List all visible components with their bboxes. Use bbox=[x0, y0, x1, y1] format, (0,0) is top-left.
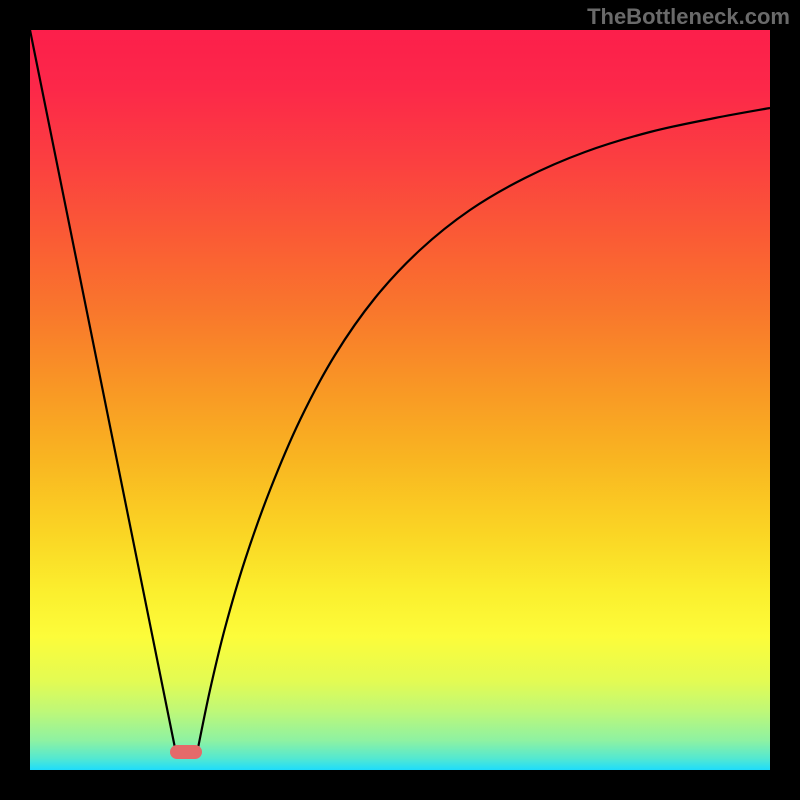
plot-background bbox=[30, 30, 770, 770]
watermark-text: TheBottleneck.com bbox=[587, 4, 790, 30]
bottleneck-chart bbox=[0, 0, 800, 800]
bottleneck-marker bbox=[170, 745, 202, 759]
chart-container: TheBottleneck.com bbox=[0, 0, 800, 800]
